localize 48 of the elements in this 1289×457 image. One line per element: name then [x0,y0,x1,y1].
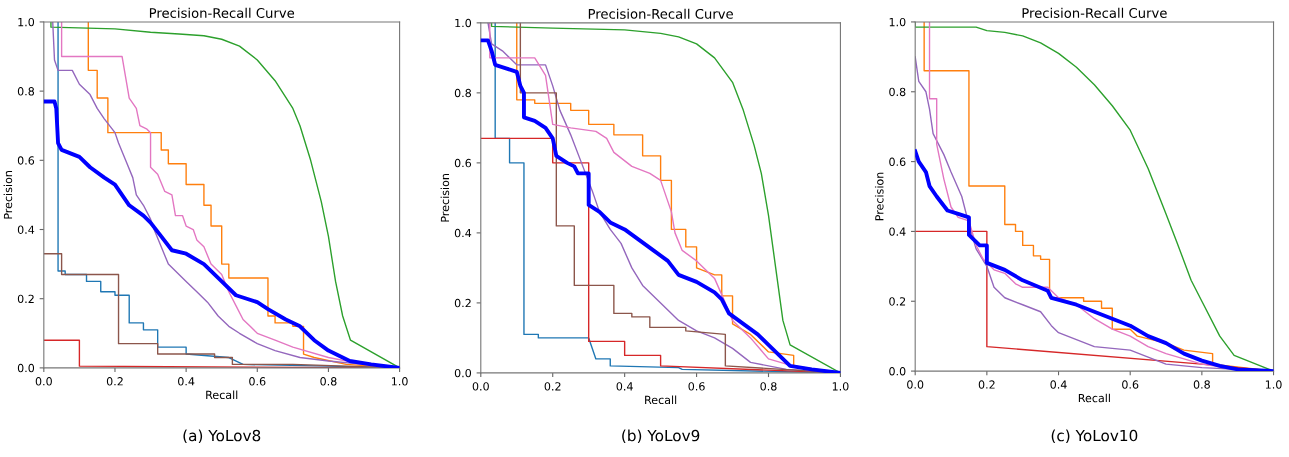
y-tick-label: 0.2 [17,294,34,304]
y-tick-label: 0.2 [454,298,471,308]
x-tick-label: 0.6 [688,382,705,391]
x-tick-label: 0.6 [249,377,266,386]
x-axis-title: Recall [206,390,238,400]
x-tick-label: 0.2 [106,377,123,386]
x-tick-label: 0.4 [616,382,633,391]
x-tick-label: 0.8 [760,382,777,391]
y-tick-label: 0.0 [454,368,472,378]
x-axis-title: Recall [1078,393,1110,403]
chart-title: Precision-Recall Curve [588,8,733,19]
x-tick-label: 0.6 [1122,380,1139,389]
x-tick-label: 0.8 [320,377,337,386]
y-tick-label: 0.8 [889,87,906,97]
y-axis-title: Precision [440,174,450,222]
y-tick-label: 0.0 [889,367,906,376]
x-tick-label: 0.2 [544,382,561,391]
chart-title: Precision-Recall Curve [1022,7,1167,18]
y-tick-label: 0.8 [17,87,35,96]
x-tick-label: 0.0 [472,382,489,391]
y-tick-label: 0.2 [889,297,906,306]
x-tick-label: 0.0 [907,380,924,389]
x-tick-label: 0.8 [1193,380,1210,389]
x-tick-label: 0.4 [1050,380,1067,389]
text: (a) YoLov8 [183,429,261,444]
y-tick-label: 0.4 [889,227,906,236]
x-tick-label: 0.4 [178,377,195,386]
y-tick-label: 0.0 [17,363,35,373]
y-tick-label: 1.0 [889,17,906,27]
x-axis-title: Recall [645,395,677,405]
y-tick-label: 1.0 [18,17,35,27]
x-tick-label: 1.0 [832,382,849,391]
y-tick-label: 0.4 [17,225,35,234]
y-tick-label: 1.0 [455,18,472,28]
y-tick-label: 0.6 [889,157,906,166]
y-tick-label: 0.4 [454,228,472,238]
x-tick-label: 0.2 [978,380,995,389]
x-tick-label: 1.0 [1265,380,1282,389]
x-tick-label: 1.0 [391,377,408,386]
text: (b) YoLov9 [622,429,700,444]
y-tick-label: 0.8 [454,88,472,98]
y-tick-label: 0.6 [454,158,472,168]
y-axis-title: Precision [3,171,13,219]
y-tick-label: 0.6 [17,156,35,165]
text: (c) YoLov10 [1051,429,1138,444]
y-axis-title: Precision [874,172,884,221]
x-tick-label: 0.0 [35,377,52,386]
chart-title: Precision-Recall Curve [149,7,295,18]
